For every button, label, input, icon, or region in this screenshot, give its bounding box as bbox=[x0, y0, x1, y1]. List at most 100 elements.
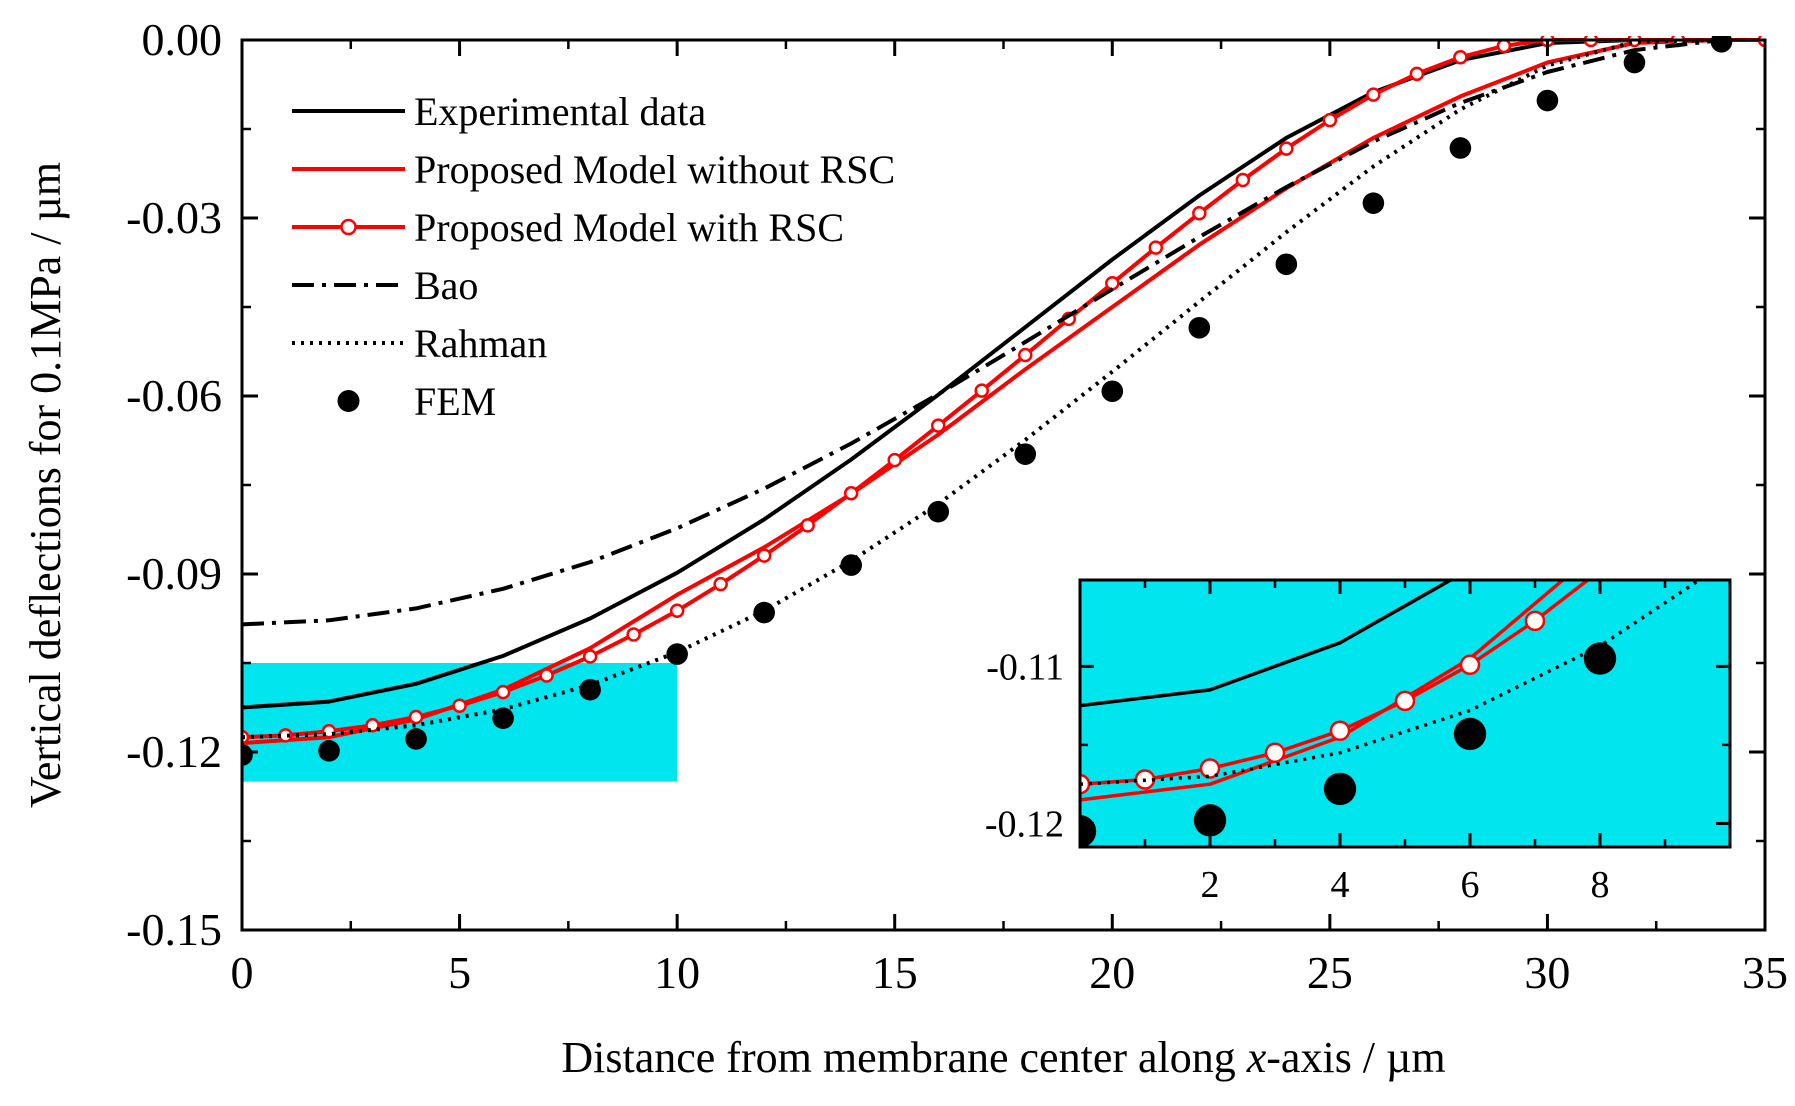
fem-marker bbox=[753, 601, 775, 624]
open-circle-marker bbox=[1105, 276, 1120, 291]
open-circle-marker bbox=[1192, 206, 1207, 221]
open-circle-marker bbox=[1279, 141, 1294, 156]
legend-label-proposed-model-without-rsc: Proposed Model without RSC bbox=[414, 147, 895, 192]
inset-x-tick-label: 6 bbox=[1461, 864, 1480, 906]
open-circle-marker bbox=[713, 576, 728, 592]
open-circle-marker bbox=[539, 668, 554, 683]
x-axis-title-suffix: -axis / µm bbox=[1266, 1033, 1445, 1082]
inset-x-tick-label: 2 bbox=[1201, 864, 1220, 906]
x-tick-label: 35 bbox=[1742, 947, 1788, 998]
inset-background bbox=[1080, 580, 1730, 847]
highlight-region bbox=[242, 663, 678, 782]
open-circle-marker bbox=[626, 627, 641, 642]
legend-label-bao: Bao bbox=[414, 263, 478, 308]
open-circle-marker bbox=[1409, 66, 1425, 82]
fem-marker bbox=[1101, 380, 1124, 403]
open-circle-marker bbox=[452, 698, 467, 713]
series-line bbox=[242, 38, 1722, 627]
series-line bbox=[242, 38, 1722, 740]
fem-marker bbox=[579, 678, 601, 701]
legend-label-fem: FEM bbox=[414, 379, 496, 424]
legend-label-proposed-model-with-rsc: Proposed Model with RSC bbox=[414, 205, 844, 250]
x-axis-title-italic: x bbox=[1246, 1033, 1267, 1082]
y-tick-label: -0.12 bbox=[126, 726, 222, 777]
x-tick-label: 20 bbox=[1089, 947, 1135, 998]
open-circle-marker bbox=[1496, 38, 1512, 54]
fem-marker bbox=[666, 643, 688, 665]
fem-marker bbox=[1362, 192, 1385, 214]
open-circle-marker bbox=[843, 486, 859, 501]
legend: Experimental data Proposed Model without … bbox=[292, 89, 895, 424]
fem-marker bbox=[840, 554, 862, 576]
fem-marker bbox=[1014, 443, 1037, 465]
fem-marker bbox=[1449, 137, 1472, 159]
inset-plot: 2 4 6 8 -0.11 -0.12 bbox=[985, 370, 1795, 906]
y-tick-label: -0.15 bbox=[126, 904, 222, 955]
series-bao bbox=[242, 38, 1722, 627]
series-fem bbox=[242, 36, 1733, 766]
open-circle-marker bbox=[930, 418, 946, 433]
y-tick-label: 0.00 bbox=[142, 14, 223, 65]
fem-marker bbox=[1536, 89, 1559, 112]
open-circle-marker bbox=[800, 518, 815, 533]
inset-open-circle-marker bbox=[1080, 773, 1091, 795]
inset-fem-marker bbox=[1323, 772, 1357, 806]
x-tick-label: 0 bbox=[231, 947, 254, 998]
inset-open-circle-marker bbox=[1595, 580, 1605, 581]
inset-y-tick-label: -0.11 bbox=[986, 646, 1064, 688]
inset-series-line bbox=[1080, 580, 1591, 786]
x-tick-label: 5 bbox=[448, 947, 471, 998]
x-tick-label: 10 bbox=[654, 947, 700, 998]
series-line bbox=[242, 38, 1765, 740]
fem-marker bbox=[1275, 253, 1298, 276]
inset-open-circle-marker bbox=[1199, 758, 1221, 779]
fem-marker bbox=[1623, 51, 1646, 74]
y-tick-label: -0.03 bbox=[126, 192, 222, 243]
fem-marker bbox=[405, 728, 427, 750]
inset-open-circle-marker bbox=[1524, 610, 1546, 632]
open-circle-marker bbox=[974, 383, 989, 398]
inset-fem-marker bbox=[1583, 642, 1617, 675]
legend-marker-proposed-model-with-rsc bbox=[340, 218, 357, 236]
inset-open-circle-marker bbox=[1394, 690, 1416, 712]
series-rahman bbox=[242, 38, 1722, 740]
inset-open-circle-marker bbox=[1329, 720, 1351, 742]
x-tick-label: 30 bbox=[1524, 947, 1570, 998]
inset-open-circle-marker bbox=[1656, 503, 1674, 521]
legend-label-rahman: Rahman bbox=[414, 321, 547, 366]
x-tick-label: 25 bbox=[1307, 947, 1353, 998]
inset-open-circle-marker bbox=[1721, 441, 1739, 459]
fem-marker bbox=[492, 707, 514, 729]
y-axis-title: Vertical deflections for 0.1MPa / µm bbox=[21, 162, 70, 808]
open-circle-marker bbox=[1453, 49, 1468, 65]
open-circle-marker bbox=[1366, 87, 1381, 102]
open-circle-marker bbox=[1148, 240, 1164, 255]
fem-marker bbox=[318, 740, 340, 762]
open-circle-marker bbox=[1018, 347, 1033, 363]
open-circle-marker bbox=[669, 603, 685, 619]
open-circle-marker bbox=[1322, 112, 1338, 128]
inset-x-tick-label: 4 bbox=[1331, 864, 1350, 906]
fem-marker bbox=[1188, 316, 1211, 339]
inset-series-line bbox=[1080, 580, 1566, 802]
series-experimental-data bbox=[242, 38, 1722, 710]
inset-fem-marker bbox=[1193, 804, 1227, 837]
fem-marker bbox=[242, 744, 253, 766]
open-circle-marker bbox=[756, 548, 772, 563]
series-line bbox=[242, 38, 1722, 710]
open-circle-marker bbox=[582, 649, 598, 664]
inset-open-circle-marker bbox=[1786, 370, 1795, 388]
legend-marker-fem bbox=[337, 390, 360, 412]
y-tick-label: -0.09 bbox=[126, 548, 222, 599]
x-axis-title: Distance from membrane center along x-ax… bbox=[561, 1033, 1445, 1082]
inset-series-proposed-model-without-rsc bbox=[1080, 580, 1566, 802]
x-tick-label: 15 bbox=[872, 947, 918, 998]
open-circle-marker bbox=[495, 684, 511, 700]
fem-marker bbox=[927, 500, 950, 523]
inset-fem-marker bbox=[1453, 717, 1487, 751]
open-circle-marker bbox=[887, 452, 902, 468]
inset-y-tick-label: -0.12 bbox=[985, 803, 1064, 845]
inset-open-circle-marker bbox=[1459, 654, 1481, 676]
main-plot: 0 5 10 15 20 25 30 35 0.00 -0.03 -0.06 -0.09 -0.12 -0… bbox=[126, 14, 1788, 998]
